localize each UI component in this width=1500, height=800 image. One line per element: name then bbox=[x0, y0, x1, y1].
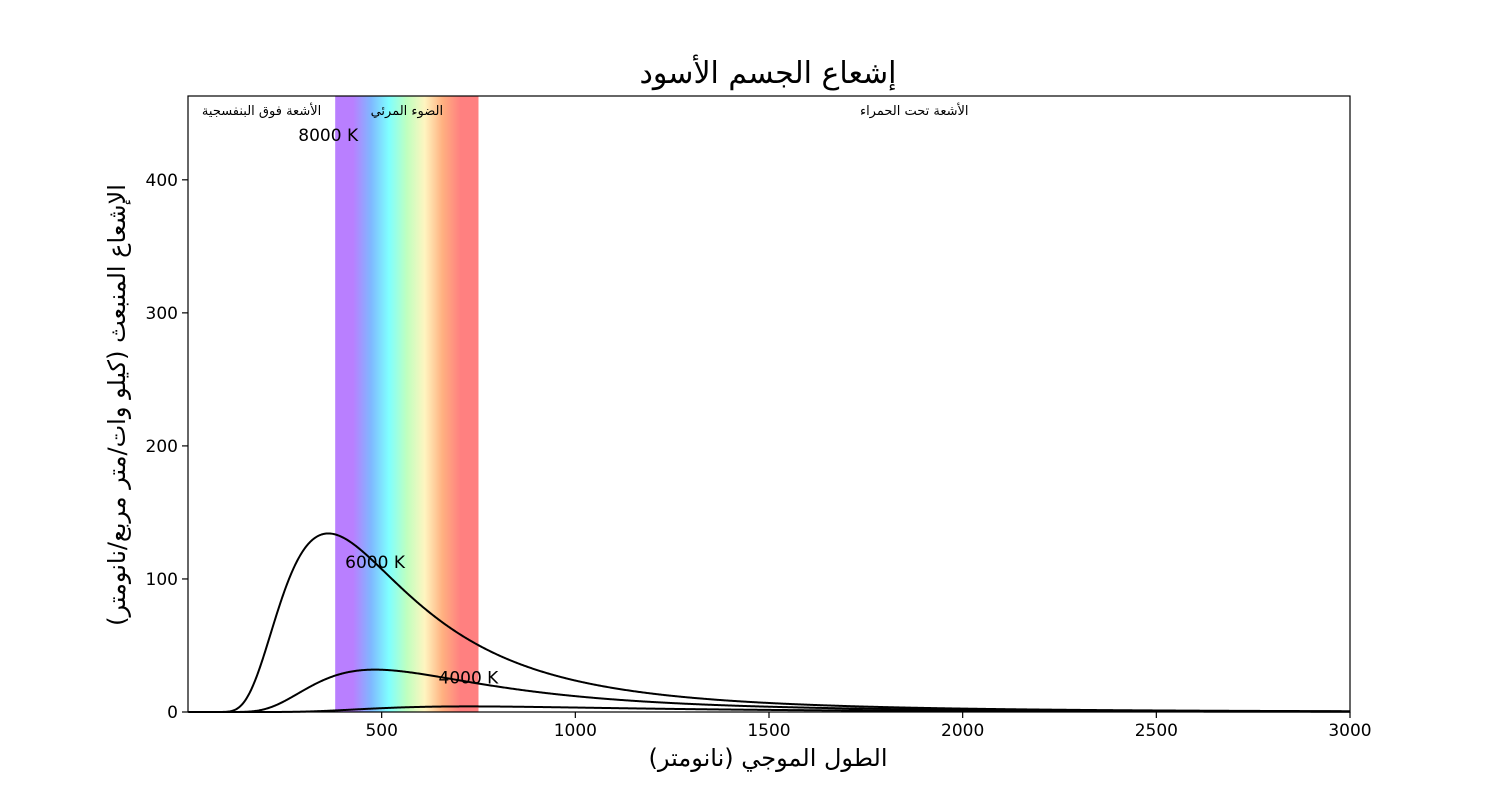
y-axis: 0 100 200 300 400 bbox=[146, 171, 188, 723]
y-axis-title: الإشعاع المنبعث (كيلو وات/متر مربع/نانوم… bbox=[103, 184, 131, 626]
x-tick-label: 1000 bbox=[554, 721, 597, 741]
x-tick-label: 3000 bbox=[1328, 721, 1371, 741]
region-label-0: الأشعة فوق البنفسجية bbox=[202, 102, 321, 119]
visible-spectrum-band bbox=[335, 96, 479, 712]
curve-label-8000k: 8000 K bbox=[298, 126, 359, 146]
y-tick-label: 100 bbox=[146, 570, 178, 590]
x-axis: 500 1000 1500 2000 2500 3000 bbox=[365, 712, 1372, 741]
y-tick-label: 0 bbox=[167, 703, 178, 723]
region-label-1: الضوء المرئي bbox=[371, 104, 444, 119]
chart-title: إشعاع الجسم الأسود bbox=[639, 53, 896, 91]
x-tick-label: 2500 bbox=[1135, 721, 1178, 741]
y-tick-label: 200 bbox=[146, 437, 178, 457]
x-tick-label: 500 bbox=[365, 721, 397, 741]
curve-label-4000k: 4000 K bbox=[439, 668, 500, 688]
x-tick-label: 2000 bbox=[941, 721, 984, 741]
x-tick-label: 1500 bbox=[747, 721, 790, 741]
curve-labels: 8000 K 6000 K 4000 K bbox=[298, 126, 499, 688]
region-labels: الأشعة فوق البنفسجية الضوء المرئي الأشعة ت… bbox=[202, 102, 969, 119]
curve-label-6000k: 6000 K bbox=[345, 553, 406, 573]
region-label-2: الأشعة تحت الحمراء bbox=[860, 102, 969, 119]
y-tick-label: 300 bbox=[146, 304, 178, 324]
y-tick-label: 400 bbox=[146, 171, 178, 191]
x-axis-title: الطول الموجي (نانومتر) bbox=[649, 744, 888, 772]
